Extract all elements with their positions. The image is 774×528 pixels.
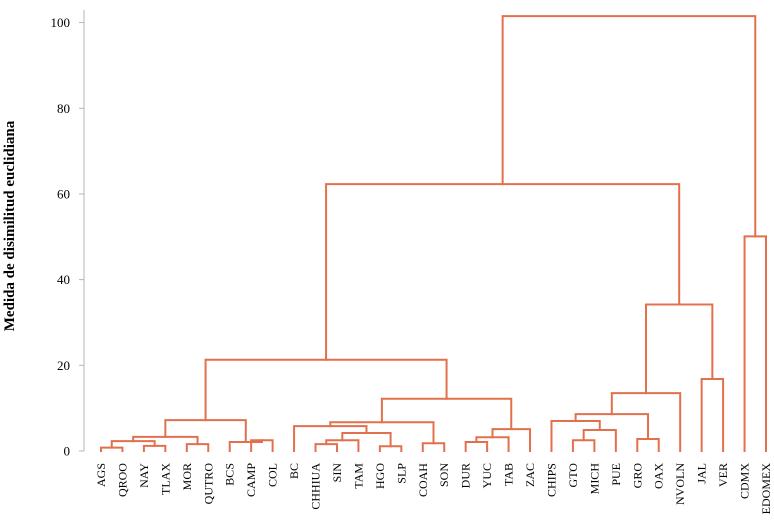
leaf-label-qutro: QUTRO — [201, 463, 215, 505]
y-tick-label: 100 — [51, 15, 71, 30]
dendrogram-link-m10 — [325, 439, 360, 452]
leaf-labels: AGS QROO NAY TLAX MOR QUTRO BCS CAMP COL BC CHHIUA… — [94, 463, 773, 515]
y-tick-label: 20 — [57, 358, 70, 373]
y-tick-label: 60 — [57, 186, 70, 201]
leaf-label-dur: DUR — [459, 463, 473, 488]
leaf-label-gro: GRO — [630, 463, 644, 489]
leaf-label-nvoln: NVOLN — [673, 463, 687, 505]
leaf-label-qroo: QROO — [115, 463, 129, 497]
leaf-label-mich: MICH — [587, 463, 601, 495]
leaf-label-col: COL — [266, 463, 280, 487]
leaf-label-pue: PUE — [609, 463, 623, 486]
leaf-label-chips: CHIPS — [544, 463, 558, 497]
y-tick-label: 0 — [64, 444, 71, 459]
dendrogram-link-m20 — [204, 358, 448, 422]
dendrogram-link-m16 — [464, 441, 489, 452]
leaf-label-tab: TAB — [502, 463, 516, 486]
dendrogram-link-m29 — [325, 183, 681, 361]
leaf-label-slp: SLP — [394, 463, 408, 484]
dendrogram-link-m26 — [610, 392, 682, 452]
leaf-label-camp: CAMP — [244, 463, 258, 497]
leaf-label-cdmx: CDMX — [738, 463, 752, 499]
leaf-label-ags: AGS — [94, 463, 108, 487]
leaf-label-zac: ZAC — [523, 463, 537, 487]
dendrogram-link-m25 — [574, 413, 650, 441]
dendrogram-link-m19 — [380, 397, 513, 431]
y-axis-label: Medida de disimilitud euclidiana — [2, 120, 18, 331]
leaf-label-gto: GTO — [566, 463, 580, 488]
y-axis: 0 20 40 60 80 100 — [51, 10, 85, 459]
dendrogram-link-m21 — [571, 439, 596, 452]
leaf-label-bcs: BCS — [223, 463, 237, 486]
leaf-label-jal: JAL — [695, 463, 709, 484]
leaf-label-edomex: EDOMEX — [759, 463, 773, 515]
leaf-label-chhiua: CHHIUA — [309, 463, 323, 510]
dendrogram-link-m17 — [475, 436, 510, 452]
leaf-label-nay: NAY — [137, 463, 151, 488]
dendrogram-links — [100, 15, 767, 452]
dendrogram-link-m30 — [743, 235, 767, 452]
leaf-label-tam: TAM — [351, 463, 365, 489]
leaf-label-son: SON — [437, 463, 451, 487]
y-tick-label: 40 — [57, 272, 70, 287]
leaf-label-sin: SIN — [330, 463, 344, 483]
dendrogram-link-m18 — [491, 428, 532, 452]
dendrogram-link-m31 — [501, 15, 757, 238]
leaf-label-oax: OAX — [652, 463, 666, 489]
dendrogram-link-m9 — [314, 443, 338, 452]
dendrogram-link-m24 — [636, 438, 660, 452]
leaf-label-coah: COAH — [416, 463, 430, 497]
dendrogram-link-m8 — [164, 419, 247, 444]
dendrogram-link-m27 — [700, 378, 725, 452]
y-tick-label: 80 — [57, 101, 70, 116]
leaf-label-bc: BC — [287, 463, 301, 479]
dendrogram-link-m23 — [550, 420, 601, 452]
dendrogram-link-m13 — [293, 425, 368, 452]
leaf-label-mor: MOR — [180, 463, 194, 490]
leaf-label-ver: VER — [716, 463, 730, 487]
leaf-label-yuc: YUC — [480, 463, 494, 488]
dendrogram-link-m4 — [185, 443, 210, 452]
dendrogram-link-m14 — [421, 442, 446, 452]
leaf-label-hgo: HGO — [373, 463, 387, 489]
leaf-label-tlax: TLAX — [158, 463, 172, 495]
